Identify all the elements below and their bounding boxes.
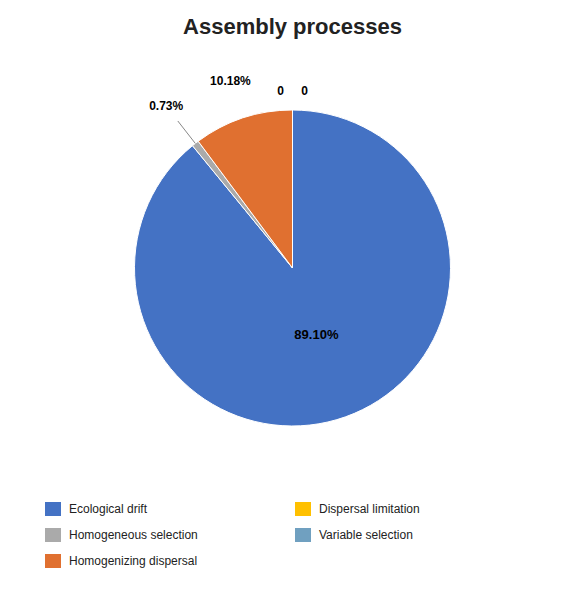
legend: Ecological drift Homogeneous selection Hom…	[45, 502, 420, 568]
slice	[134, 110, 450, 426]
slice	[198, 110, 292, 268]
legend-swatch	[45, 528, 61, 542]
legend-label: Homogeneous selection	[69, 528, 198, 542]
legend-swatch	[295, 528, 311, 542]
chart: Assembly processes 89.10% 0.73% 10.18% 0 0 Eco…	[0, 0, 585, 600]
slice	[292, 110, 293, 268]
data-label: 0	[301, 84, 308, 98]
pie: 89.10% 0.73% 10.18% 0 0	[134, 74, 450, 426]
legend-label: Homogenizing dispersal	[69, 554, 197, 568]
legend-label: Variable selection	[319, 528, 413, 542]
slice	[292, 110, 293, 268]
data-label: 10.18%	[210, 74, 251, 88]
data-label: 89.10%	[294, 327, 339, 342]
leader-line	[178, 121, 195, 143]
data-label: 0	[277, 84, 284, 98]
legend-label: Dispersal limitation	[319, 502, 420, 516]
title: Assembly processes	[183, 14, 402, 39]
legend-swatch	[295, 502, 311, 516]
legend-label: Ecological drift	[69, 502, 148, 516]
legend-swatch	[45, 554, 61, 568]
data-label: 0.73%	[149, 99, 183, 113]
legend-swatch	[45, 502, 61, 516]
